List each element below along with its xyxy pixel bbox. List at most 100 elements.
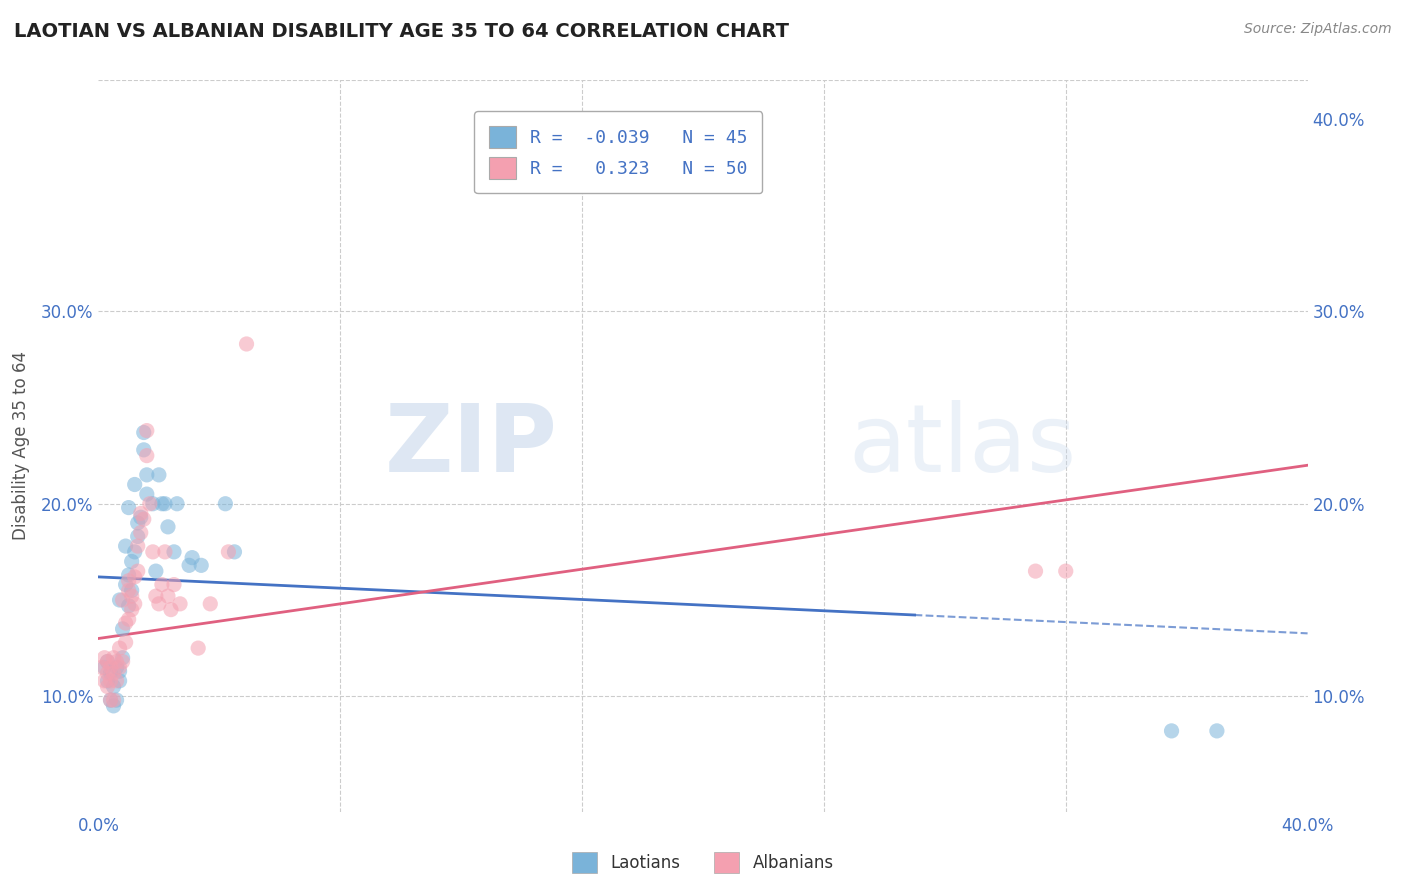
Point [1160,723,1182,738]
Point [124,477,146,491]
Point [118,568,141,582]
Point [114,539,136,553]
Point [114,616,136,631]
Point [111,655,134,669]
Point [96,673,118,688]
Point [148,597,170,611]
Text: Source: ZipAtlas.com: Source: ZipAtlas.com [1244,22,1392,37]
Point [105,660,128,674]
Point [103,680,125,694]
Point [150,577,173,591]
Point [135,467,157,482]
Point [127,564,149,578]
Point [163,577,186,591]
Point [132,512,155,526]
Point [96,666,118,681]
Point [103,698,125,713]
Point [96,655,118,669]
Point [118,500,141,515]
Point [135,487,157,501]
Point [100,666,122,681]
Text: atlas: atlas [848,400,1077,492]
Point [1206,723,1229,738]
Text: LAOTIAN VS ALBANIAN DISABILITY AGE 35 TO 64 CORRELATION CHART: LAOTIAN VS ALBANIAN DISABILITY AGE 35 TO… [14,22,789,41]
Point [108,641,131,656]
Point [108,660,131,674]
Point [105,673,128,688]
Point [100,673,122,688]
Point [163,545,186,559]
Point [169,597,191,611]
Point [127,516,149,530]
Point [118,583,141,598]
Point [96,680,118,694]
Y-axis label: Disability Age 35 to 64: Disability Age 35 to 64 [11,351,30,541]
Point [129,510,152,524]
Point [1054,564,1077,578]
Point [127,529,149,543]
Point [153,545,176,559]
Point [96,655,118,669]
Point [156,589,179,603]
Point [179,558,201,573]
Point [1024,564,1046,578]
Point [103,693,125,707]
Point [187,641,209,656]
Point [111,622,134,636]
Point [145,589,167,603]
Point [118,612,141,626]
Point [121,583,143,598]
Point [139,497,162,511]
Point [135,424,157,438]
Point [150,497,173,511]
Point [93,673,115,688]
Point [121,589,143,603]
Point [142,497,165,511]
Point [105,693,128,707]
Point [132,425,155,440]
Point [235,337,257,351]
Point [166,497,188,511]
Point [118,599,141,613]
Point [129,507,152,521]
Text: ZIP: ZIP [385,400,558,492]
Point [114,577,136,591]
Point [135,449,157,463]
Point [132,442,155,457]
Point [214,497,236,511]
Point [100,693,122,707]
Point [124,570,146,584]
Point [108,593,131,607]
Point [93,660,115,674]
Point [145,564,167,578]
Point [129,525,152,540]
Point [121,554,143,568]
Point [111,650,134,665]
Point [103,650,125,665]
Point [111,593,134,607]
Point [217,545,239,559]
Point [148,467,170,482]
Point [200,597,222,611]
Point [124,597,146,611]
Point [103,666,125,681]
Point [90,660,112,674]
Point [190,558,212,573]
Point [153,497,176,511]
Point [105,655,128,669]
Point [142,545,165,559]
Point [124,545,146,559]
Point [121,602,143,616]
Point [160,602,183,616]
Point [100,660,122,674]
Point [108,664,131,678]
Legend: R =  -0.039   N = 45, R =   0.323   N = 50: R = -0.039 N = 45, R = 0.323 N = 50 [474,112,762,194]
Legend: Laotians, Albanians: Laotians, Albanians [565,846,841,880]
Point [181,550,204,565]
Point [100,693,122,707]
Point [108,673,131,688]
Point [118,574,141,588]
Point [156,520,179,534]
Point [93,650,115,665]
Point [224,545,246,559]
